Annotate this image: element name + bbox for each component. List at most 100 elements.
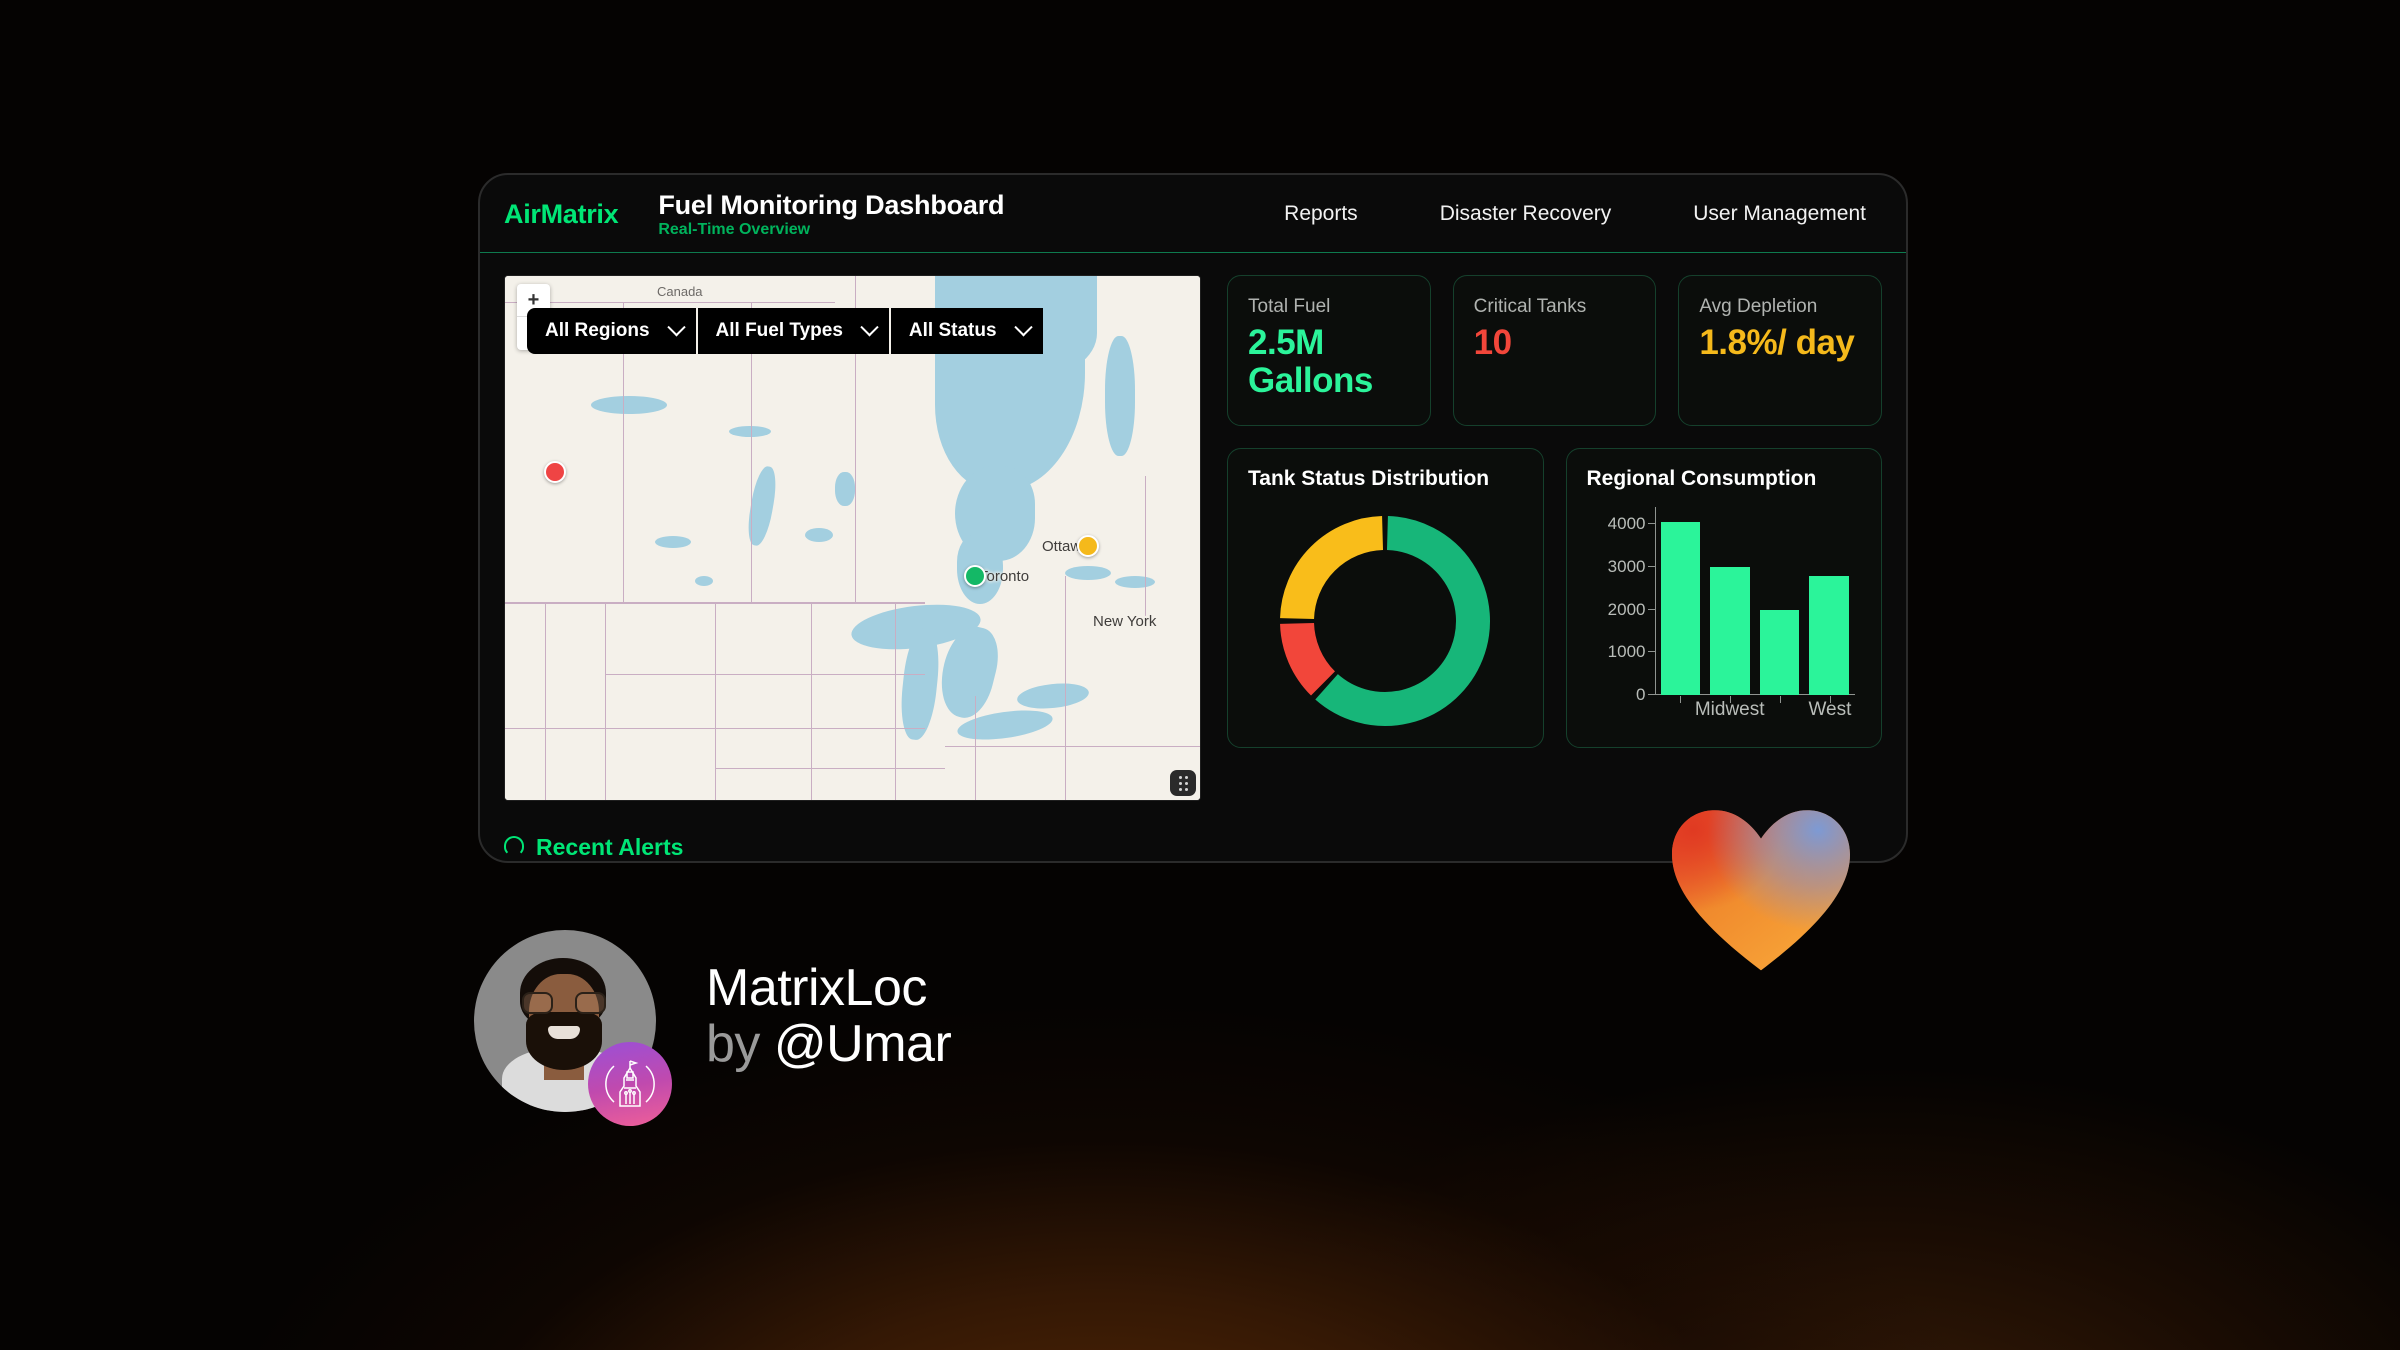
water-body <box>591 396 667 414</box>
avatar-beard <box>526 1012 602 1070</box>
bar-west[interactable] <box>1809 576 1849 695</box>
donut-chart-svg[interactable] <box>1265 501 1505 741</box>
filter-fuel-type-value: All Fuel Types <box>715 320 843 341</box>
filter-region-value: All Regions <box>545 320 650 341</box>
brand-logo[interactable]: AirMatrix <box>504 198 619 229</box>
water-body <box>805 528 833 542</box>
map-border <box>975 696 976 800</box>
water-body <box>1015 680 1091 712</box>
map-border <box>545 602 546 800</box>
avatar-group <box>474 930 672 1126</box>
kpi-card-total-fuel[interactable]: Total Fuel 2.5M Gallons <box>1227 275 1431 426</box>
map-marker-normal[interactable] <box>964 565 986 587</box>
by-word: by <box>706 1015 760 1074</box>
map-border <box>1065 576 1066 800</box>
chart-title: Regional Consumption <box>1586 467 1817 490</box>
header-title-block: Fuel Monitoring Dashboard Real-Time Over… <box>658 191 1004 239</box>
map-border <box>623 302 624 602</box>
filter-fuel-type-select[interactable]: All Fuel Types <box>697 308 889 354</box>
map-border <box>605 602 606 800</box>
y-tick-mark <box>1647 523 1655 525</box>
product-name: MatrixLoc <box>706 958 927 1017</box>
avatar-mouth <box>548 1026 580 1039</box>
kpi-card-critical-tanks[interactable]: Critical Tanks 10 <box>1452 275 1657 426</box>
y-tick-label: 2000 <box>1607 599 1646 619</box>
map-border <box>1145 476 1146 616</box>
chevron-down-icon <box>1013 317 1033 336</box>
x-tick-label: West <box>1808 699 1852 720</box>
card-regional-consumption[interactable]: Regional Consumption 0 1000 2000 3000 4000 M… <box>1565 448 1882 748</box>
x-axis-line <box>1654 694 1855 695</box>
author-line: by @Umar <box>706 1015 952 1075</box>
map-marker-warning[interactable] <box>1077 535 1099 557</box>
recent-alerts-section[interactable]: Recent Alerts <box>504 825 1882 861</box>
kpi-value: 1.8%/ day <box>1699 323 1855 362</box>
water-body <box>655 536 691 548</box>
chevron-down-icon <box>666 317 686 336</box>
nav-item-disaster-recovery[interactable]: Disaster Recovery <box>1439 202 1612 225</box>
bar-midwest[interactable] <box>1710 566 1750 695</box>
y-tick-mark <box>1647 565 1655 567</box>
author-handle: @Umar <box>773 1015 952 1074</box>
nav-item-reports[interactable]: Reports <box>1284 202 1358 225</box>
kpi-row: Total Fuel 2.5M Gallons Critical Tanks 1… <box>1227 275 1883 426</box>
donut-segment-critical[interactable] <box>1280 622 1336 696</box>
donut-segment-normal[interactable] <box>1315 516 1491 726</box>
bar-northeast[interactable] <box>1660 521 1701 695</box>
card-tank-status-distribution[interactable]: Tank Status Distribution <box>1227 448 1544 748</box>
x-tick-mark <box>1779 696 1781 703</box>
footer-text: MatrixLoc by @Umar <box>706 958 952 1075</box>
kpi-label: Total Fuel <box>1248 296 1331 317</box>
map-border <box>715 768 945 769</box>
y-tick-mark <box>1647 651 1655 653</box>
water-body <box>729 426 771 437</box>
water-body <box>695 576 713 586</box>
map-resize-handle[interactable] <box>1170 770 1196 796</box>
water-body <box>744 464 780 548</box>
map-column: Canada Ottawa Toronto New York + − <box>504 275 1201 801</box>
bar-south[interactable] <box>1759 609 1800 695</box>
water-body <box>1105 336 1135 456</box>
tower-logo-icon <box>605 1060 655 1107</box>
map-marker-critical[interactable] <box>544 461 566 483</box>
water-body <box>1065 566 1111 580</box>
map-border <box>895 602 896 800</box>
donut-chart[interactable] <box>1248 501 1523 741</box>
y-tick-mark <box>1647 608 1655 610</box>
nav-item-user-management[interactable]: User Management <box>1693 202 1866 225</box>
bar-series <box>1655 507 1856 695</box>
filter-region-select[interactable]: All Regions <box>527 308 696 354</box>
chevron-down-icon <box>860 317 879 336</box>
heart-reaction-icon[interactable] <box>1672 808 1850 976</box>
map-filters: All Regions All Fuel Types All Status <box>527 308 1043 354</box>
water-body <box>1115 576 1155 588</box>
avatar-badge <box>588 1042 672 1126</box>
kpi-label: Critical Tanks <box>1473 296 1587 317</box>
map-label-canada: Canada <box>657 284 703 299</box>
dashboard-header: AirMatrix Fuel Monitoring Dashboard Real… <box>480 175 1906 253</box>
map-border <box>855 276 856 602</box>
chart-row: Tank Status Distribution Regional Consum… <box>1227 448 1882 748</box>
map-border <box>945 746 1200 747</box>
page-subtitle: Real-Time Overview <box>658 221 811 239</box>
map-border <box>505 302 835 303</box>
fuel-map[interactable]: Canada Ottawa Toronto New York + − <box>504 275 1201 801</box>
main-nav: Reports Disaster Recovery User Managemen… <box>1243 202 1872 226</box>
footer-branding: MatrixLoc by @Umar <box>474 930 952 1126</box>
filter-status-select[interactable]: All Status <box>890 308 1043 354</box>
bell-icon <box>504 836 524 856</box>
x-axis-labels: Midwest West <box>1655 696 1856 725</box>
dashboard-body: Canada Ottawa Toronto New York + − <box>480 253 1906 801</box>
x-tick-mark <box>1679 696 1681 703</box>
y-axis-line <box>1654 507 1656 695</box>
kpi-card-avg-depletion[interactable]: Avg Depletion 1.8%/ day <box>1678 275 1883 426</box>
map-border <box>505 728 925 729</box>
dashboard-window: AirMatrix Fuel Monitoring Dashboard Real… <box>478 173 1908 863</box>
kpi-value: 2.5M Gallons <box>1248 323 1373 400</box>
y-tick-label: 4000 <box>1607 514 1646 534</box>
bar-chart[interactable]: 0 1000 2000 3000 4000 Midwest West <box>1587 501 1862 731</box>
donut-segment-warning[interactable] <box>1280 516 1384 620</box>
map-label-toronto: Toronto <box>979 568 1030 585</box>
map-canvas[interactable]: Canada Ottawa Toronto New York <box>505 276 1200 800</box>
filter-status-value: All Status <box>908 320 997 341</box>
